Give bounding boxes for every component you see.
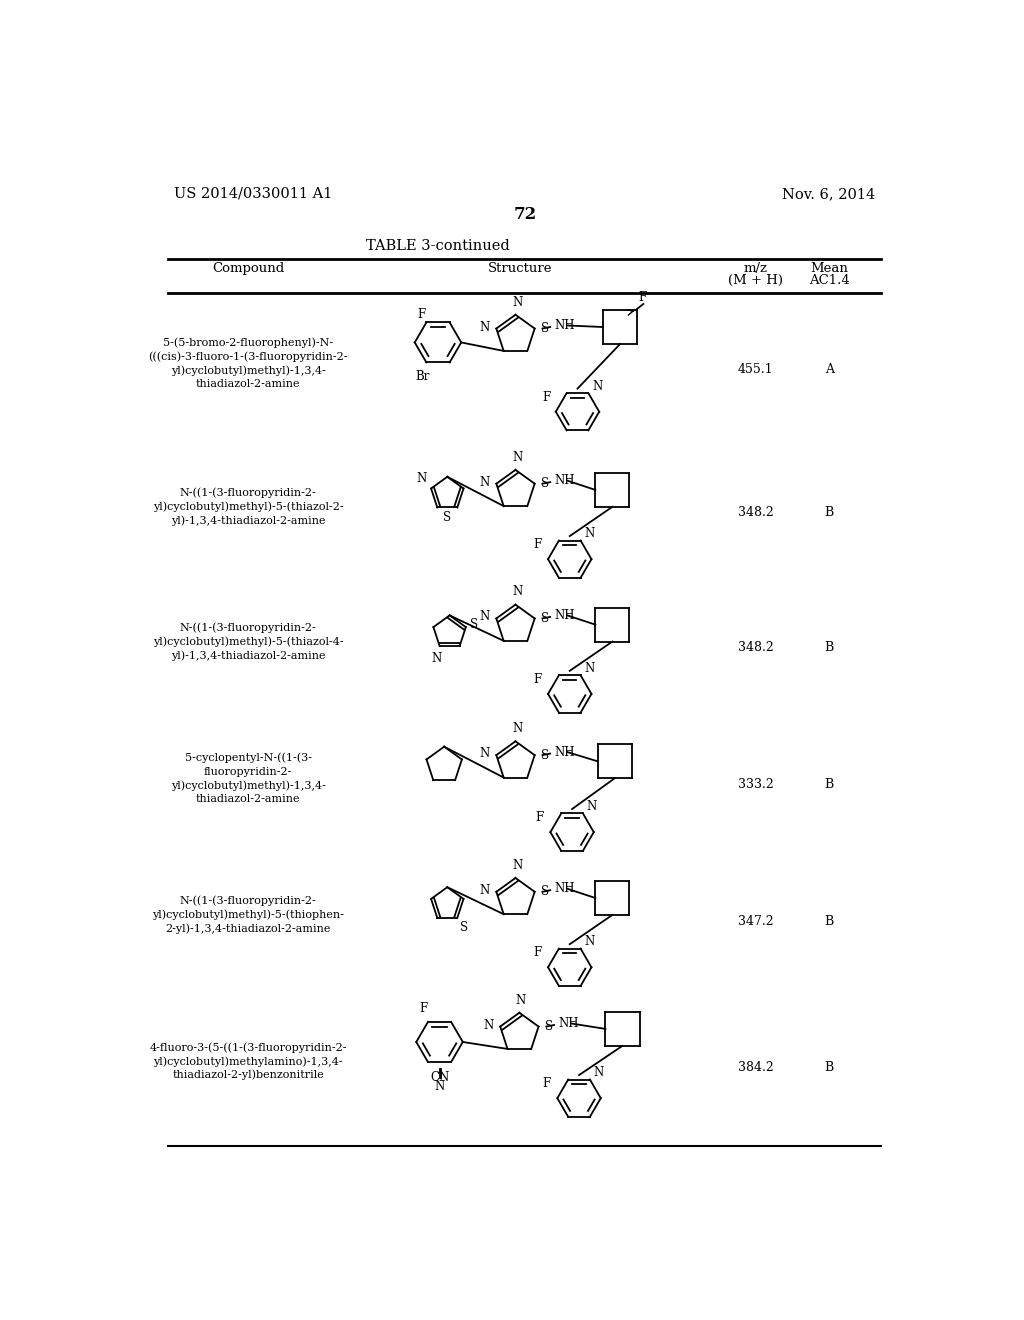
Text: N: N [594,1067,604,1080]
Text: 384.2: 384.2 [738,1061,773,1074]
Text: F: F [536,810,544,824]
Text: NH: NH [554,474,574,487]
Text: S: S [545,1020,553,1034]
Text: F: F [542,391,551,404]
Text: B: B [824,507,834,520]
Text: S: S [470,618,478,631]
Text: B: B [824,642,834,655]
Text: Br: Br [416,371,430,383]
Text: N: N [480,475,490,488]
Text: Compound: Compound [212,263,285,276]
Text: (M + H): (M + H) [728,275,783,286]
Text: S: S [541,612,549,624]
Text: S: S [461,921,469,935]
Text: S: S [443,511,452,524]
Text: S: S [541,478,549,490]
Text: CN: CN [430,1072,450,1084]
Text: N: N [587,800,597,813]
Text: N: N [512,586,522,598]
Text: m/z: m/z [743,263,768,276]
Text: US 2014/0330011 A1: US 2014/0330011 A1 [174,187,333,201]
Text: B: B [824,1061,834,1074]
Text: 5-(5-bromo-2-fluorophenyl)-N-
(((cis)-3-fluoro-1-(3-fluoropyridin-2-
yl)cyclobut: 5-(5-bromo-2-fluorophenyl)-N- (((cis)-3-… [148,338,348,389]
Text: 348.2: 348.2 [738,642,773,655]
Text: AC1.4: AC1.4 [809,275,850,286]
Text: B: B [824,915,834,928]
Text: N: N [431,652,441,665]
Text: N: N [512,450,522,463]
Text: N: N [480,321,490,334]
Text: NH: NH [554,319,574,331]
Text: A: A [825,363,834,376]
Text: Nov. 6, 2014: Nov. 6, 2014 [782,187,876,201]
Text: S: S [541,748,549,762]
Text: F: F [534,539,542,550]
Text: S: S [541,886,549,899]
Text: F: F [419,1002,427,1015]
Text: N: N [434,1080,444,1093]
Text: N: N [416,473,426,486]
Text: 72: 72 [513,206,537,223]
Text: N: N [585,936,595,949]
Text: N: N [585,528,595,540]
Text: 5-cyclopentyl-N-((1-(3-
fluoropyridin-2-
yl)cyclobutyl)methyl)-1,3,4-
thiadiazol: 5-cyclopentyl-N-((1-(3- fluoropyridin-2-… [171,752,326,804]
Text: Structure: Structure [487,263,552,276]
Text: B: B [824,777,834,791]
Text: N: N [480,610,490,623]
Text: F: F [534,946,542,960]
Text: F: F [543,1077,551,1090]
Text: 455.1: 455.1 [738,363,773,376]
Text: 348.2: 348.2 [738,507,773,520]
Text: N: N [585,663,595,675]
Text: N-((1-(3-fluoropyridin-2-
yl)cyclobutyl)methyl)-5-(thiazol-4-
yl)-1,3,4-thiadiaz: N-((1-(3-fluoropyridin-2- yl)cyclobutyl)… [153,622,343,661]
Text: NH: NH [558,1016,579,1030]
Text: Mean: Mean [810,263,848,276]
Text: N: N [480,747,490,760]
Text: S: S [541,322,549,335]
Text: N: N [516,994,526,1007]
Text: NH: NH [554,746,574,759]
Text: 333.2: 333.2 [738,777,773,791]
Text: N: N [512,296,522,309]
Text: N: N [512,859,522,871]
Text: F: F [534,673,542,686]
Text: N: N [480,884,490,896]
Text: 4-fluoro-3-(5-((1-(3-fluoropyridin-2-
yl)cyclobutyl)methylamino)-1,3,4-
thiadiaz: 4-fluoro-3-(5-((1-(3-fluoropyridin-2- yl… [150,1041,347,1081]
Text: 347.2: 347.2 [738,915,773,928]
Text: NH: NH [554,609,574,622]
Text: F: F [418,308,426,321]
Text: N-((1-(3-fluoropyridin-2-
yl)cyclobutyl)methyl)-5-(thiophen-
2-yl)-1,3,4-thiadia: N-((1-(3-fluoropyridin-2- yl)cyclobutyl)… [153,896,344,935]
Text: N: N [483,1019,494,1031]
Text: N: N [592,380,602,393]
Text: N-((1-(3-fluoropyridin-2-
yl)cyclobutyl)methyl)-5-(thiazol-2-
yl)-1,3,4-thiadiaz: N-((1-(3-fluoropyridin-2- yl)cyclobutyl)… [153,487,343,527]
Text: N: N [512,722,522,735]
Text: TABLE 3-continued: TABLE 3-continued [367,239,510,253]
Text: F: F [639,290,647,304]
Text: NH: NH [554,882,574,895]
